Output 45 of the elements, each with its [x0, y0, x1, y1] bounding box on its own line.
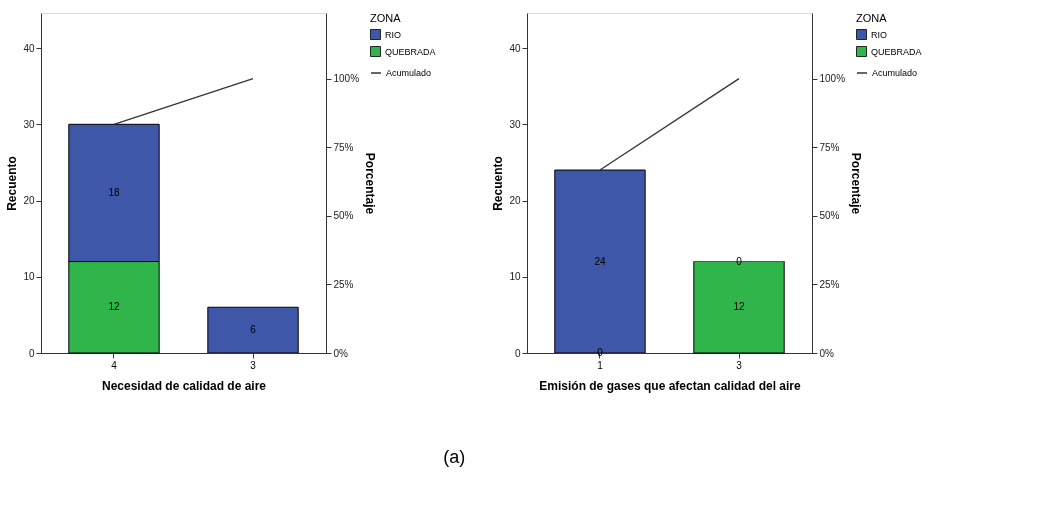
legend-label: QUEBRADA [871, 46, 922, 57]
legend-label: QUEBRADA [385, 46, 436, 57]
y-tick-label: 40 [23, 42, 35, 54]
legend-label: RIO [871, 29, 888, 40]
y-tick-label: 0 [28, 347, 35, 359]
legend-label: Acumulado [872, 68, 918, 78]
x-axis-title: Emisión de gases que afectan calidad del aire [539, 378, 802, 393]
y-tick-label: 10 [509, 271, 521, 283]
y2-tick-label: 50% [333, 210, 354, 222]
y2-axis-title: Porcentaje [363, 152, 378, 215]
y-tick-label: 40 [509, 42, 521, 54]
data-label: 12 [108, 301, 120, 313]
y2-tick-label: 100% [333, 73, 360, 85]
x-tick-label: 4 [111, 359, 118, 371]
legend-label: RIO [385, 29, 402, 40]
y-axis-title: Recuento [5, 156, 20, 211]
data-label: 24 [594, 255, 606, 267]
y2-tick-label: 25% [333, 278, 354, 290]
x-tick-label: 3 [250, 359, 257, 371]
data-label: 0 [597, 347, 604, 358]
y2-tick-label: 75% [333, 141, 354, 153]
data-label: 18 [108, 186, 120, 198]
y-axis-title: Recuento [491, 156, 506, 211]
text: (a) [443, 447, 466, 467]
legend-title: ZONA [370, 12, 402, 24]
y-tick-label: 30 [23, 118, 35, 130]
y-tick-label: 30 [509, 118, 521, 130]
y-tick-label: 20 [23, 195, 35, 207]
x-axis-title: Necesidad de calidad de aire [101, 378, 267, 393]
y2-tick-label: 75% [819, 141, 840, 153]
y2-axis-title: Porcentaje [849, 152, 864, 215]
y2-tick-label: 25% [819, 278, 840, 290]
legend-label: Acumulado [386, 68, 432, 78]
legend-title: ZONA [856, 12, 888, 24]
y2-tick-label: 50% [819, 210, 840, 222]
y-tick-label: 20 [509, 195, 521, 207]
x-tick-label: 1 [597, 359, 604, 371]
y2-tick-label: 0% [333, 347, 349, 359]
data-label: 12 [733, 301, 746, 313]
y-tick-label: 0 [514, 347, 521, 359]
y2-tick-label: 100% [819, 73, 846, 85]
x-tick-label: 3 [736, 359, 743, 371]
y-tick-label: 10 [23, 271, 35, 283]
y2-tick-label: 0% [819, 347, 835, 359]
data-label: 6 [250, 324, 257, 336]
